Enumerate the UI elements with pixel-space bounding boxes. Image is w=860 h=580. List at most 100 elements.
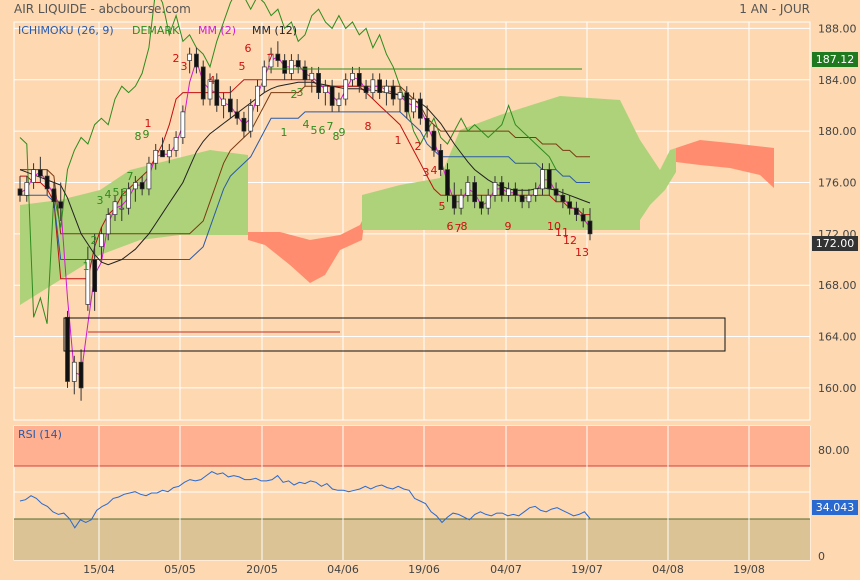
demark-buy-label: 2 bbox=[91, 234, 98, 247]
candle-body bbox=[24, 182, 30, 196]
candle-body bbox=[261, 66, 267, 87]
candle-body bbox=[431, 130, 437, 151]
demark-sell-label: 1 bbox=[145, 117, 152, 130]
candlesticks bbox=[17, 41, 593, 401]
candle-body bbox=[275, 53, 281, 61]
candle-body bbox=[241, 117, 247, 132]
demark-sell-label: 3 bbox=[423, 166, 430, 179]
demark-sell-label: 13 bbox=[575, 246, 589, 259]
candle-body bbox=[234, 111, 240, 119]
candle-body bbox=[44, 175, 50, 190]
candle-body bbox=[329, 85, 335, 106]
candle-body bbox=[302, 66, 308, 81]
candle-body bbox=[289, 60, 294, 74]
candle-body bbox=[445, 169, 450, 196]
rsi-title: RSI (14) bbox=[18, 428, 62, 441]
candle-body bbox=[58, 201, 64, 209]
candle-body bbox=[465, 182, 471, 196]
candle-body bbox=[343, 79, 349, 100]
legend-demark: DEMARK bbox=[132, 24, 180, 37]
candle-body bbox=[479, 201, 484, 209]
candle-body bbox=[126, 188, 131, 209]
demark-sell-label: 9 bbox=[505, 220, 512, 233]
price-tick-label: 176.00 bbox=[818, 176, 857, 189]
candle-body bbox=[519, 194, 525, 203]
candle-body bbox=[112, 201, 118, 215]
candle-body bbox=[282, 60, 287, 74]
demark-buy-label: 1 bbox=[281, 126, 288, 139]
candle-body bbox=[526, 194, 532, 203]
time-tick-label: 05/05 bbox=[164, 563, 196, 576]
candle-body bbox=[574, 207, 579, 215]
time-tick-label: 04/07 bbox=[490, 563, 522, 576]
demark-sell-label: 10 bbox=[547, 220, 561, 233]
demark-buy-label: 6 bbox=[319, 124, 326, 137]
chikou-line bbox=[19, 0, 557, 324]
demark-sell-label: 8 bbox=[461, 220, 468, 233]
candle-body bbox=[51, 188, 57, 203]
candle-body bbox=[363, 85, 369, 93]
demark-buy-label: 7 bbox=[327, 120, 334, 133]
rsi-grid bbox=[98, 426, 750, 560]
time-tick-label: 19/07 bbox=[571, 563, 603, 576]
candle-body bbox=[499, 182, 505, 196]
demark-buy-label: 1 bbox=[83, 260, 90, 273]
demark-buy-label: 3 bbox=[297, 86, 304, 99]
candle-body bbox=[356, 73, 362, 87]
demark-buy-label: 6 bbox=[121, 186, 128, 199]
candle-body bbox=[506, 188, 511, 196]
candle-body bbox=[485, 194, 491, 209]
price-tick-label: 180.00 bbox=[818, 125, 857, 138]
time-tick-label: 04/06 bbox=[327, 563, 359, 576]
demark-sell-label: 4 bbox=[431, 164, 438, 177]
candle-body bbox=[221, 98, 226, 106]
demark-sell-label: 4 bbox=[209, 74, 216, 87]
demark-buy-label: 3 bbox=[97, 194, 104, 207]
candle-body bbox=[567, 201, 572, 209]
demark-buy-label: 8 bbox=[135, 130, 142, 143]
demark-sell-label: 1 bbox=[395, 134, 402, 147]
candle-body bbox=[146, 162, 152, 190]
candle-body bbox=[553, 188, 559, 196]
chart-title: AIR LIQUIDE - abcbourse.com bbox=[14, 2, 191, 16]
candle-body bbox=[560, 194, 566, 203]
candle-body bbox=[99, 233, 104, 248]
candle-body bbox=[180, 111, 186, 138]
candle-body bbox=[350, 73, 355, 81]
candle-body bbox=[546, 169, 552, 190]
price-tick-label: 184.00 bbox=[818, 74, 857, 87]
candle-body bbox=[187, 53, 192, 61]
demark-sell-label: 5 bbox=[439, 200, 446, 213]
demark-buy-label: 2 bbox=[291, 88, 298, 101]
candle-body bbox=[17, 188, 23, 196]
last-price-badge bbox=[812, 236, 858, 251]
candle-body bbox=[458, 194, 464, 209]
candle-body bbox=[71, 361, 77, 382]
demark-sell-label: 7 bbox=[267, 52, 274, 65]
candle-body bbox=[472, 182, 477, 203]
candle-body bbox=[248, 105, 254, 132]
candle-body bbox=[390, 85, 396, 100]
rsi-current-value: 34.043 bbox=[816, 501, 855, 514]
candle-body bbox=[309, 73, 315, 81]
chart-period: 1 AN - JOUR bbox=[739, 2, 810, 16]
last-price-value: 172.00 bbox=[816, 237, 855, 250]
demark-sell-label: 6 bbox=[245, 42, 252, 55]
ref-price-value: 187.12 bbox=[816, 53, 855, 66]
candle-body bbox=[316, 73, 321, 93]
demark-sell-label: 7 bbox=[455, 222, 462, 235]
senkou-line bbox=[20, 111, 590, 260]
candle-body bbox=[384, 85, 389, 93]
demark-buy-label: 9 bbox=[143, 128, 150, 141]
demark-sell-label: 12 bbox=[563, 234, 577, 247]
candle-body bbox=[194, 53, 199, 68]
price-tick-label: 164.00 bbox=[818, 331, 857, 344]
cloud-bear bbox=[676, 140, 774, 188]
candle-body bbox=[377, 79, 382, 93]
candle-body bbox=[492, 182, 498, 196]
candle-body bbox=[160, 150, 165, 158]
candle-body bbox=[255, 85, 260, 106]
candle-body bbox=[92, 259, 97, 292]
time-tick-label: 04/08 bbox=[652, 563, 684, 576]
